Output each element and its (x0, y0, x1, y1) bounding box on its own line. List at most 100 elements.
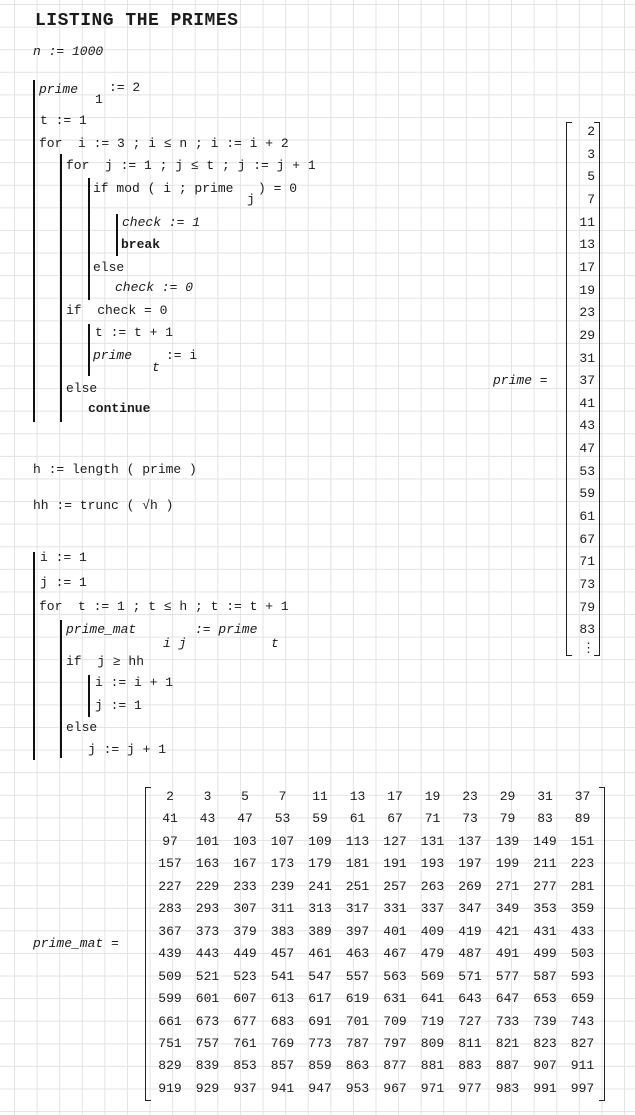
code-line: else (93, 260, 125, 275)
matrix-cell: 461 (308, 946, 332, 962)
matrix-cell: 811 (458, 1035, 482, 1051)
matrix-cell: 13 (349, 789, 366, 804)
vector-cell: 73 (579, 577, 595, 592)
matrix-cell: 167 (233, 856, 257, 872)
matrix-cell: 157 (158, 856, 182, 872)
matrix-cell: 89 (574, 811, 591, 827)
matrix-cell: 223 (570, 856, 595, 872)
code-line: ) = 0 (258, 181, 298, 196)
matrix-cell: 311 (270, 901, 295, 917)
matrix-cell: 967 (383, 1080, 407, 1096)
matrix-cell: 199 (495, 856, 520, 872)
matrix-cell: 523 (233, 968, 257, 984)
matrix-cell: 359 (570, 901, 595, 917)
vector-cell: 31 (579, 350, 595, 366)
matrix-cell: 281 (570, 878, 595, 894)
matrix-cell: 3 (203, 789, 212, 804)
matrix-cell: 193 (420, 856, 445, 872)
matrix-cell: 599 (158, 991, 182, 1007)
matrix-cell: 137 (458, 833, 482, 849)
matrix-cell: 211 (533, 856, 557, 872)
matrix-cell: 743 (570, 1013, 595, 1029)
program-bar (60, 154, 62, 422)
vector-cell: 83 (579, 622, 595, 638)
matrix-cell: 769 (270, 1035, 295, 1051)
vector-cell: 19 (579, 282, 595, 298)
matrix-cell: 337 (420, 901, 445, 917)
matrix-cell: 37 (574, 789, 591, 804)
code-line: prime (93, 348, 133, 363)
matrix-cell: 269 (458, 878, 482, 894)
code-line: for t := 1 ; t ≤ h ; t := t + 1 (39, 599, 289, 614)
vector-cell: 41 (579, 395, 595, 411)
matrix-cell: 317 (345, 901, 370, 917)
matrix-cell: 433 (570, 923, 595, 939)
code-line: check := 0 (115, 280, 194, 295)
matrix-cell: 839 (195, 1058, 220, 1074)
matrix-cell: 11 (312, 789, 328, 804)
matrix-cell: 479 (420, 946, 445, 962)
n-definition: n := 1000 (33, 44, 104, 59)
matrix-cell: 751 (158, 1035, 182, 1051)
matrix-cell: 577 (495, 968, 520, 984)
matrix-cell: 83 (537, 811, 553, 827)
matrix-cell: 233 (233, 878, 257, 894)
code-line: j := 1 (40, 575, 87, 590)
matrix-cell: 661 (158, 1013, 182, 1029)
matrix-cell: 601 (195, 991, 220, 1007)
matrix-cell: 971 (420, 1080, 445, 1096)
matrix-cell: 821 (495, 1035, 520, 1051)
matrix-cell: 487 (458, 946, 482, 962)
matrix-cell: 631 (383, 991, 407, 1007)
right-bracket (599, 787, 605, 1101)
matrix-cell: 757 (195, 1035, 220, 1051)
vector-cell: 37 (579, 373, 595, 389)
code-line: j := 1 (95, 698, 142, 713)
vector-cell: 5 (587, 169, 595, 185)
matrix-cell: 827 (570, 1035, 595, 1051)
matrix-cell: 857 (270, 1058, 295, 1074)
matrix-cell: 79 (499, 811, 516, 827)
matrix-cell: 569 (420, 968, 445, 984)
matrix-cell: 683 (270, 1013, 295, 1029)
matrix-cell: 881 (420, 1058, 445, 1074)
matrix-cell: 59 (312, 811, 328, 827)
matrix-cell: 29 (499, 789, 516, 804)
matrix-cell: 641 (420, 991, 445, 1007)
matrix-cell: 761 (233, 1035, 257, 1051)
program-bar (60, 620, 62, 758)
code-line: := 2 (109, 80, 141, 95)
h-definition: h := length ( prime ) (33, 462, 197, 477)
matrix-cell: 307 (233, 901, 257, 917)
matrix-cell: 677 (233, 1013, 257, 1029)
matrix-cell: 653 (533, 991, 557, 1007)
matrix-cell: 929 (195, 1080, 220, 1096)
matrix-cell: 47 (237, 811, 253, 827)
vector-cell: 59 (579, 486, 595, 502)
matrix-cell: 293 (195, 901, 220, 917)
matrix-cell: 53 (274, 811, 291, 827)
matrix-cell: 257 (383, 878, 407, 894)
matrix-cell: 127 (383, 833, 407, 849)
matrix-cell: 643 (458, 991, 482, 1007)
matrix-cell: 31 (537, 789, 553, 804)
matrix-cell: 131 (420, 833, 445, 849)
matrix-cell: 277 (533, 878, 557, 894)
matrix-cell: 877 (383, 1058, 407, 1074)
matrix-cell: 863 (345, 1058, 370, 1074)
matrix-cell: 313 (308, 901, 332, 917)
matrix-cell: 173 (270, 856, 295, 872)
matrix-cell: 439 (158, 946, 182, 962)
matrix-cell: 73 (462, 811, 478, 827)
code-line: t := t + 1 (95, 325, 174, 340)
matrix-cell: 467 (383, 946, 407, 962)
matrix-cell: 911 (570, 1058, 595, 1074)
matrix-cell: 139 (495, 833, 520, 849)
code-line: if mod ( i ; prime (93, 181, 234, 196)
code-line: continue (88, 401, 151, 416)
code-line: t := 1 (40, 113, 87, 128)
matrix-cell: 941 (270, 1080, 295, 1096)
matrix-cell: 709 (383, 1013, 407, 1029)
vector-cell: 47 (579, 441, 595, 457)
code-line: if check = 0 (66, 303, 168, 318)
